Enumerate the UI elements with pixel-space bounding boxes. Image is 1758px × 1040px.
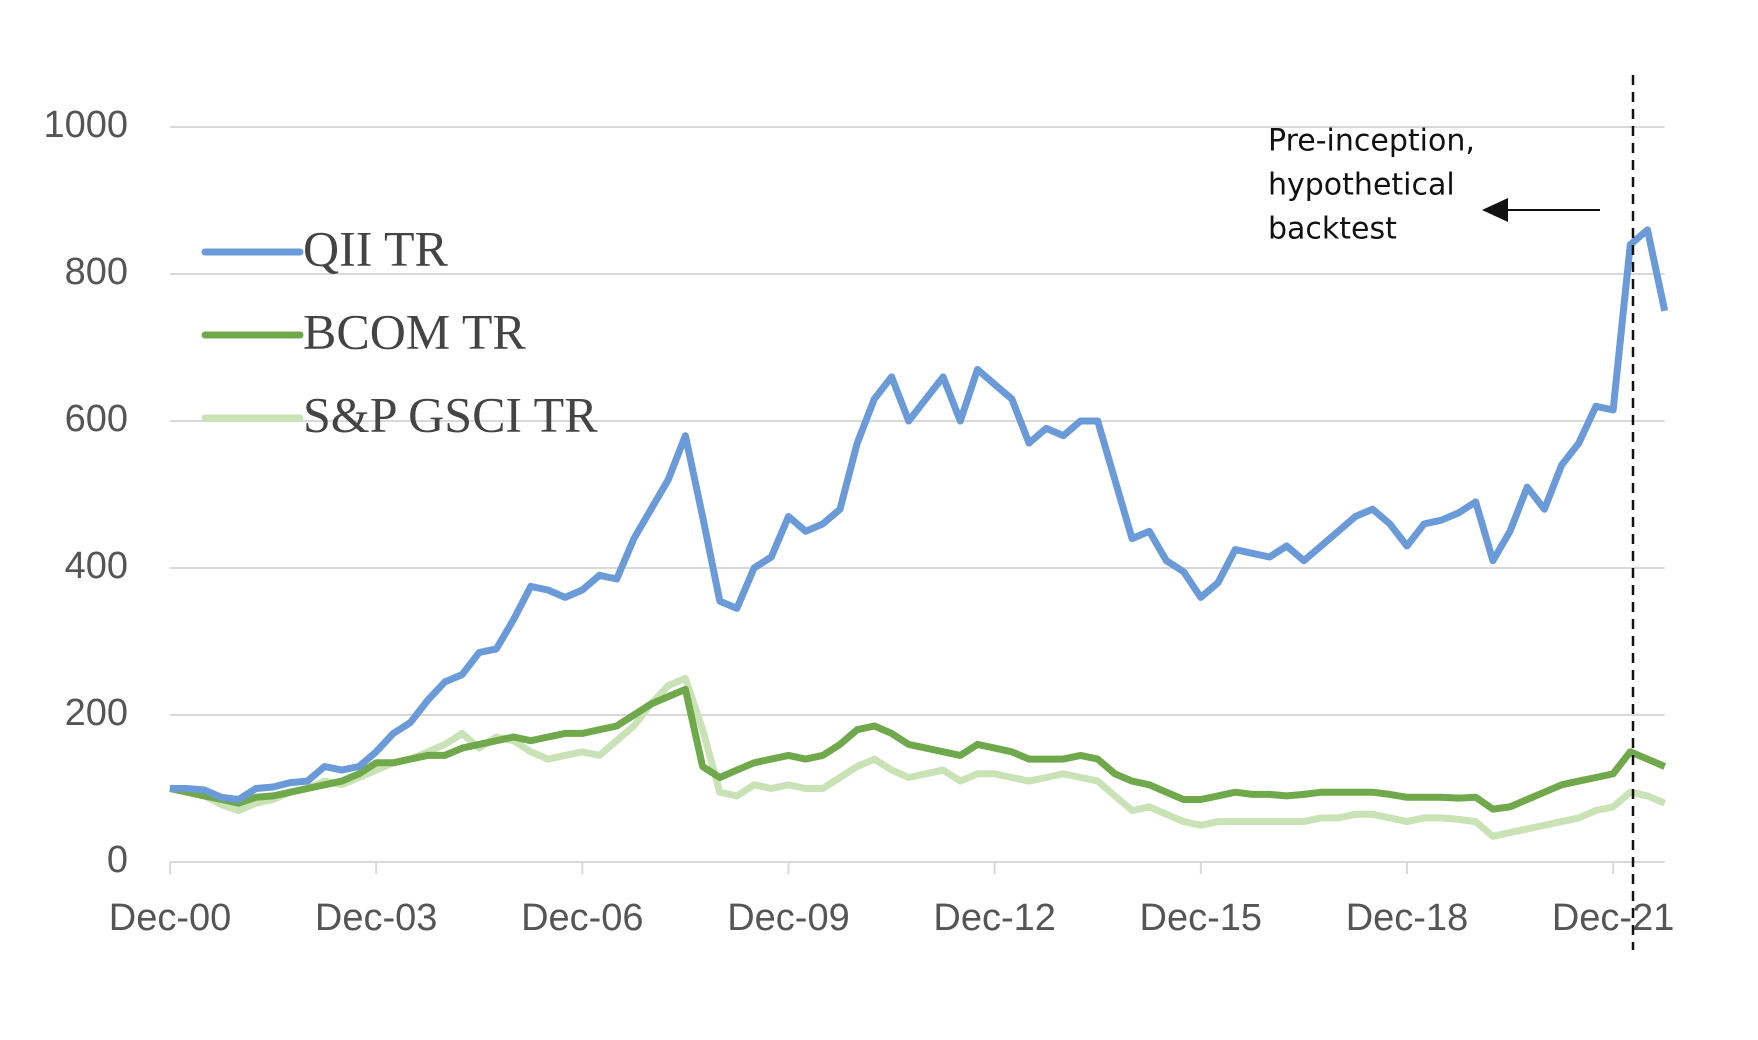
y-tick-label: 800 <box>65 251 128 293</box>
x-tick-label: Dec-06 <box>521 897 644 939</box>
x-tick-label: Dec-03 <box>315 897 438 939</box>
x-tick-label: Dec-21 <box>1552 897 1675 939</box>
legend-label: BCOM TR <box>303 303 526 359</box>
x-tick-label: Dec-09 <box>727 897 850 939</box>
arrow-head <box>1482 198 1508 222</box>
x-tick-label: Dec-00 <box>109 897 232 939</box>
y-tick-label: 400 <box>65 545 128 587</box>
x-tick-label: Dec-12 <box>933 897 1056 939</box>
y-tick-label: 0 <box>107 839 128 881</box>
x-tick-label: Dec-18 <box>1346 897 1469 939</box>
line-series <box>170 226 1669 803</box>
line-series <box>169 674 1667 840</box>
plot: 0 200 400 600 800 1000 Dec-00 Dec-03 Dec-06 Dec-0… <box>43 104 1674 939</box>
legend-label: S&P GSCI TR <box>303 386 598 442</box>
annotation: backtest <box>1268 212 1397 247</box>
y-tick-label: 200 <box>65 692 128 734</box>
x-tick-label: Dec-15 <box>1140 897 1263 939</box>
y-tick-label: 600 <box>65 398 128 440</box>
annotation: Pre-inception, <box>1268 124 1475 159</box>
line-series <box>169 685 1667 813</box>
legend-label: QII TR <box>303 220 449 276</box>
y-tick-label: 1000 <box>43 104 128 146</box>
annotation: hypothetical <box>1268 168 1455 203</box>
